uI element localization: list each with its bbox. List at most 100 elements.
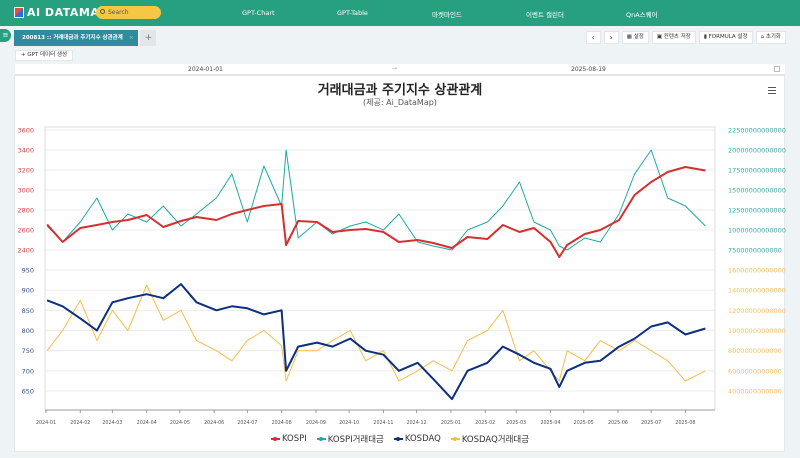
series-line-KOSPI: [46, 166, 706, 258]
right-axis-tick-label: 8000000000000: [728, 347, 782, 355]
legend-marker-icon: [450, 436, 460, 441]
x-axis-tick-label: 2024-03: [102, 420, 122, 426]
right-axis-tick-label: 14000000000000: [728, 287, 786, 295]
legend-item-kospi[interactable]: KOSPI: [270, 433, 307, 445]
reset-icon: ⌂: [760, 34, 766, 40]
right-axis-tick-label: 17500000000000: [728, 167, 786, 175]
x-axis-tick-label: 2024-11: [373, 420, 393, 426]
right-axis-tick-label: 22500000000000: [728, 127, 786, 135]
x-axis-tick-label: 2024-04: [137, 420, 157, 426]
legend-marker-icon: [316, 436, 326, 441]
arrow-icon: →: [392, 65, 398, 72]
sidebar-toggle-icon[interactable]: ≡: [0, 29, 11, 42]
tab-active[interactable]: 200813 :: 거래대금과 주기지수 상관관계 ×: [14, 30, 139, 46]
settings-label: 설정: [633, 34, 644, 40]
x-axis-tick-label: 2024-12: [407, 420, 427, 426]
nav-gpt-chart[interactable]: GPT-Chart: [242, 9, 275, 17]
formula-label: FORMULA 설정: [708, 34, 748, 40]
left-axis-tick-label: 650: [22, 388, 34, 396]
nav-gpt-table[interactable]: GPT-Table: [337, 9, 368, 17]
x-axis-tick-label: 2025-08: [675, 420, 695, 426]
left-axis-tick-label: 3400: [17, 147, 34, 155]
top-header: AI DATAMAP Search GPT-Chart GPT-Table 마켓…: [0, 0, 800, 26]
gpt-data-generate-button[interactable]: + GPT 데이터 생성: [15, 50, 74, 61]
x-axis-tick-label: 2024-06: [204, 420, 224, 426]
legend-label: KOSPI거래대금: [327, 435, 384, 445]
tab-close-icon[interactable]: ×: [128, 35, 134, 41]
x-axis-tick-label: 2025-07: [641, 420, 661, 426]
save-icon: ▣: [656, 34, 664, 40]
legend-label: KOSDAQ거래대금: [461, 435, 530, 445]
nav-market-mind[interactable]: 마켓마인드: [432, 11, 462, 19]
left-axis-tick-label: 700: [22, 367, 34, 375]
plot-border: [44, 126, 716, 411]
x-axis-tick-label: 2024-08: [272, 420, 292, 426]
left-axis-tick-label: 3600: [17, 127, 34, 135]
reset-label: 초기화: [765, 34, 781, 40]
right-axis-tick-label: 6000000000000: [728, 367, 782, 375]
x-axis-tick-label: 2024-09: [306, 420, 326, 426]
next-button[interactable]: ›: [603, 31, 619, 44]
reset-button[interactable]: ⌂ 초기화: [755, 31, 786, 44]
series-line-KOSDAQ거래대금: [46, 284, 706, 382]
right-axis-tick-label: 15000000000000: [728, 187, 786, 195]
add-tab-button[interactable]: +: [140, 30, 157, 46]
x-axis-tick-label: 2025-01: [441, 420, 461, 426]
left-axis-tick-label: 800: [22, 327, 34, 335]
chart-menu-icon[interactable]: [768, 87, 776, 94]
nav-event-calendar[interactable]: 이벤트 캘린더: [526, 11, 564, 19]
x-axis-tick-label: 2025-02: [475, 420, 495, 426]
chart-subtitle: (제공: Ai_DataMap): [363, 98, 437, 107]
left-axis-tick-label: 2400: [17, 247, 34, 255]
x-axis-tick-label: 2024-01: [36, 420, 56, 426]
left-axis-tick-label: 850: [22, 307, 34, 315]
right-axis-tick-label: 10000000000000: [728, 227, 786, 235]
legend-item-kospi-volume[interactable]: KOSPI거래대금: [316, 433, 384, 445]
tab-label: 200813 :: 거래대금과 주기지수 상관관계: [22, 35, 123, 41]
x-axis-tick-label: 2024-10: [339, 420, 359, 426]
x-axis-tick-label: 2025-05: [574, 420, 594, 426]
search-input[interactable]: Search: [96, 6, 161, 19]
x-axis-tick-label: 2025-04: [540, 420, 560, 426]
left-axis-tick-label: 750: [22, 347, 34, 355]
calendar-icon[interactable]: [774, 66, 780, 72]
search-icon: [100, 9, 105, 14]
right-axis-tick-label: 12000000000000: [728, 307, 786, 315]
left-axis-tick-label: 2600: [17, 227, 34, 235]
save-label: 컨텐츠 저장: [663, 34, 691, 40]
x-axis-tick-label: 2024-07: [237, 420, 257, 426]
chart-card: [14, 75, 785, 452]
grid-icon: ▦: [626, 34, 634, 40]
legend-item-kosdaq[interactable]: KOSDAQ: [393, 433, 441, 445]
logo-icon: [14, 7, 24, 18]
left-axis-tick-label: 2800: [17, 207, 34, 215]
logo[interactable]: AI DATAMAP: [14, 6, 108, 19]
settings-button[interactable]: ▦ 설정: [621, 31, 649, 44]
right-axis-tick-label: 4000000000000: [728, 388, 782, 396]
start-date[interactable]: 2024-01-01: [188, 66, 223, 73]
legend: KOSPI KOSPI거래대금 KOSDAQ KOSDAQ거래대금: [0, 433, 800, 445]
legend-label: KOSPI: [281, 434, 307, 444]
nav-qna-square[interactable]: QnA스퀘어: [626, 11, 658, 19]
series-line-KOSPI거래대금: [46, 149, 706, 251]
legend-marker-icon: [393, 436, 403, 441]
left-axis-tick-label: 950: [22, 267, 34, 275]
right-axis-tick-label: 20000000000000: [728, 147, 786, 155]
logo-text: AI DATAMAP: [27, 6, 108, 19]
right-axis-tick-label: 16000000000000: [728, 267, 786, 275]
legend-marker-icon: [270, 436, 280, 441]
save-content-button[interactable]: ▣ 컨텐츠 저장: [651, 31, 696, 44]
right-axis-tick-label: 7500000000000: [728, 247, 782, 255]
left-axis-tick-label: 3000: [17, 187, 34, 195]
formula-settings-button[interactable]: ▮ FORMULA 설정: [698, 31, 753, 44]
x-axis-tick-label: 2024-02: [70, 420, 90, 426]
x-axis-tick-label: 2025-06: [608, 420, 628, 426]
x-axis-tick-label: 2025-03: [506, 420, 526, 426]
prev-button[interactable]: ‹: [585, 31, 601, 44]
right-axis-tick-label: 10000000000000: [728, 327, 786, 335]
legend-item-kosdaq-volume[interactable]: KOSDAQ거래대금: [450, 433, 530, 445]
left-axis-tick-label: 900: [22, 287, 34, 295]
end-date[interactable]: 2025-08-19: [571, 66, 606, 73]
date-range-picker[interactable]: 2024-01-01 → 2025-08-19: [15, 64, 785, 75]
